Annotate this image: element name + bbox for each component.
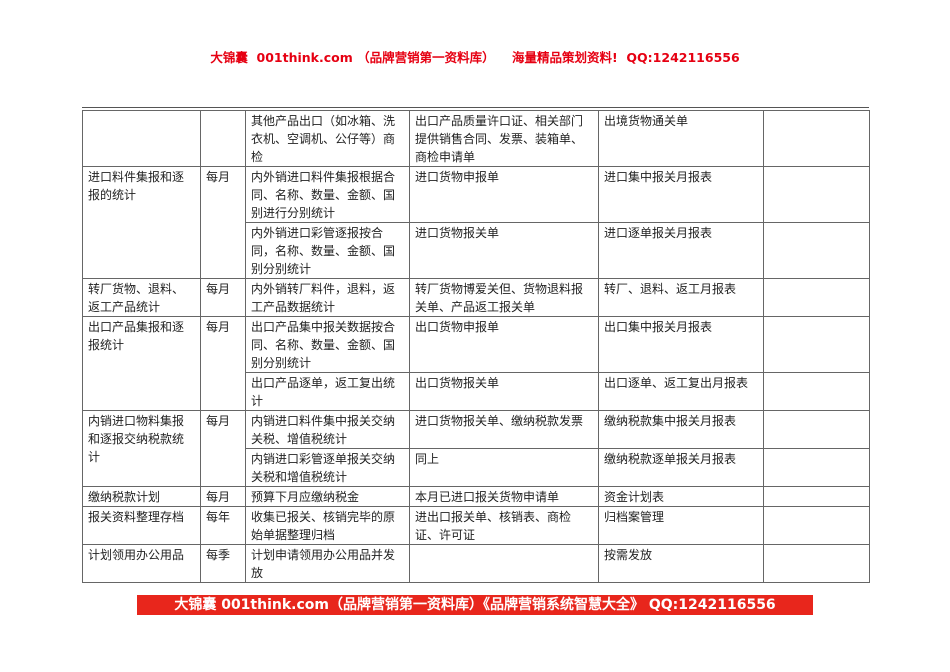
documents-cell: 出口货物报关单 — [409, 372, 599, 411]
table-top-rule — [82, 107, 869, 108]
note-cell — [763, 486, 870, 507]
note-cell — [763, 222, 870, 279]
frequency-cell — [200, 110, 246, 167]
report-cell: 出口集中报关月报表 — [598, 316, 764, 373]
note-cell — [763, 278, 870, 317]
documents-cell: 进口货物报关单 — [409, 222, 599, 279]
item-cell: 转厂货物、退料、返工产品统计 — [82, 278, 201, 317]
report-cell: 出口逐单、返工复出月报表 — [598, 372, 764, 411]
content-cell: 计划申请领用办公用品并发放 — [245, 544, 410, 583]
documents-cell: 进口货物申报单 — [409, 166, 599, 223]
table-row: 缴纳税款计划 每月 预算下月应缴纳税金 本月已进口报关货物申请单 资金计划表 — [82, 486, 870, 507]
content-cell: 出口产品逐单，返工复出统计 — [245, 372, 410, 411]
item-cell: 计划领用办公用品 — [82, 544, 201, 583]
content-cell: 其他产品出口（如冰箱、洗衣机、空调机、公仔等）商检 — [245, 110, 410, 167]
note-cell — [763, 506, 870, 545]
page-header-banner: 大锦囊 001think.com （品牌营销第一资料库） 海量精品策划资料! Q… — [210, 50, 740, 65]
table-row: 出口产品逐单，返工复出统计 出口货物报关单 出口逐单、返工复出月报表 — [83, 372, 870, 411]
report-cell: 转厂、退料、返工月报表 — [598, 278, 764, 317]
note-cell — [763, 316, 870, 373]
documents-cell: 出口产品质量许口证、相关部门提供销售合同、发票、装箱单、商检申请单 — [409, 110, 599, 167]
report-cell: 出境货物通关单 — [598, 110, 764, 167]
frequency-cell: 每月 — [200, 410, 246, 487]
item-cell: 进口料件集报和逐报的统计 — [82, 166, 201, 279]
content-cell: 内外销进口彩管逐报按合同，名称、数量、金额、国别分别统计 — [245, 222, 410, 279]
table-row: 内外销进口彩管逐报按合同，名称、数量、金额、国别分别统计 进口货物报关单 进口逐单报… — [83, 222, 870, 279]
table-row: 进口料件集报和逐报的统计 每月 内外销进口料件集报根据合同、名称、数量、金额、国别进… — [82, 166, 870, 279]
report-cell: 归档案管理 — [598, 506, 764, 545]
content-cell: 内外销进口料件集报根据合同、名称、数量、金额、国别进行分别统计 — [245, 166, 410, 223]
frequency-cell: 每年 — [200, 506, 246, 545]
report-cell: 进口逐单报关月报表 — [598, 222, 764, 279]
table-row: 计划领用办公用品 每季 计划申请领用办公用品并发放 按需发放 — [82, 544, 870, 583]
content-cell: 内销进口料件集中报关交纳关税、增值税统计 — [245, 410, 410, 449]
documents-cell: 进出口报关单、核销表、商检证、许可证 — [409, 506, 599, 545]
table-row: 报关资料整理存档 每年 收集已报关、核销完毕的原始单据整理归档 进出口报关单、核销表、… — [82, 506, 870, 545]
note-cell — [763, 166, 870, 223]
documents-cell: 出口货物申报单 — [409, 316, 599, 373]
documents-cell: 同上 — [409, 448, 599, 487]
item-cell: 内销进口物料集报和逐报交纳税款统计 — [82, 410, 201, 487]
report-cell: 按需发放 — [598, 544, 764, 583]
content-cell: 收集已报关、核销完毕的原始单据整理归档 — [245, 506, 410, 545]
frequency-cell: 每季 — [200, 544, 246, 583]
item-cell: 缴纳税款计划 — [82, 486, 201, 507]
documents-cell: 转厂货物博爱关但、货物退料报关单、产品返工报关单 — [409, 278, 599, 317]
note-cell — [763, 110, 870, 167]
table-row: 出口产品集报和逐报统计 每月 出口产品集中报关数据按合同、名称、数量、金额、国别分别… — [82, 316, 870, 411]
table-row: 内销进口物料集报和逐报交纳税款统计 每月 内销进口料件集中报关交纳关税、增值税统计进… — [82, 410, 870, 487]
note-cell — [763, 372, 870, 411]
documents-cell: 进口货物报关单、缴纳税款发票 — [409, 410, 599, 449]
frequency-cell: 每月 — [200, 166, 246, 279]
frequency-cell: 每月 — [200, 278, 246, 317]
documents-cell — [409, 544, 599, 583]
documents-cell: 本月已进口报关货物申请单 — [409, 486, 599, 507]
content-cell: 预算下月应缴纳税金 — [245, 486, 410, 507]
customs-work-table: 其他产品出口（如冰箱、洗衣机、空调机、公仔等）商检 出口产品质量许口证、相关部门提… — [82, 110, 870, 583]
content-cell: 内外销转厂料件，退料，返工产品数据统计 — [245, 278, 410, 317]
item-cell: 出口产品集报和逐报统计 — [82, 316, 201, 411]
note-cell — [763, 448, 870, 487]
frequency-cell: 每月 — [200, 316, 246, 411]
note-cell — [763, 410, 870, 449]
report-cell: 缴纳税款逐单报关月报表 — [598, 448, 764, 487]
frequency-cell: 每月 — [200, 486, 246, 507]
report-cell: 资金计划表 — [598, 486, 764, 507]
table-row: 其他产品出口（如冰箱、洗衣机、空调机、公仔等）商检 出口产品质量许口证、相关部门提… — [82, 110, 870, 167]
item-cell — [82, 110, 201, 167]
content-cell: 内销进口彩管逐单报关交纳关税和增值税统计 — [245, 448, 410, 487]
content-cell: 出口产品集中报关数据按合同、名称、数量、金额、国别分别统计 — [245, 316, 410, 373]
page-footer-banner: 大锦囊 001think.com（品牌营销第一资料库）《品牌营销系统智慧大全》 … — [137, 595, 813, 615]
note-cell — [763, 544, 870, 583]
report-cell: 进口集中报关月报表 — [598, 166, 764, 223]
report-cell: 缴纳税款集中报关月报表 — [598, 410, 764, 449]
item-cell: 报关资料整理存档 — [82, 506, 201, 545]
table-row: 转厂货物、退料、返工产品统计 每月 内外销转厂料件，退料，返工产品数据统计 转厂货物博… — [82, 278, 870, 317]
